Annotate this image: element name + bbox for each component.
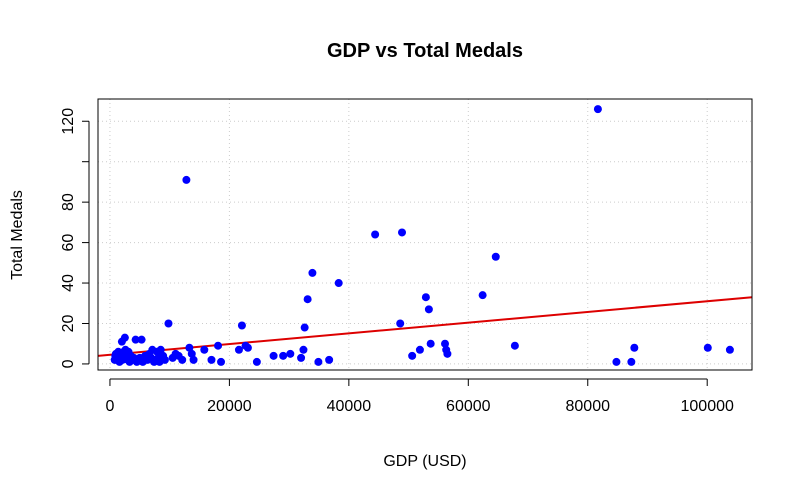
data-point [725,345,734,354]
data-point [303,295,312,304]
y-tick-label: 60 [60,234,77,252]
data-point [137,335,146,344]
data-point [189,355,198,364]
y-tick-label: 20 [60,314,77,332]
data-point [424,305,433,314]
data-point [131,335,140,344]
data-point [415,345,424,354]
data-point [297,353,306,362]
data-point [443,349,452,358]
data-point [325,355,334,364]
data-point [593,105,602,114]
data-point [478,291,487,300]
data-point [286,349,295,358]
data-point [252,357,261,366]
data-point [160,355,169,364]
x-tick-label: 100000 [681,398,734,415]
data-point [630,343,639,352]
data-point [441,339,450,348]
data-point [334,279,343,288]
x-axis: 0 20000 40000 60000 80000 100000 [105,378,734,415]
data-point [299,345,308,354]
data-point [612,357,621,366]
data-point [200,345,209,354]
chart-title: GDP vs Total Medals [327,40,523,62]
data-point [627,357,636,366]
x-tick-label: 20000 [207,398,252,415]
data-point [269,351,278,360]
data-point [178,355,187,364]
data-point [308,268,317,277]
data-point [243,343,252,352]
data-point [217,357,226,366]
data-point [510,341,519,350]
data-point [156,345,165,354]
data-point [185,343,194,352]
grid-lines [98,99,752,370]
x-tick-label: 80000 [566,398,611,415]
data-point [187,349,196,358]
y-tick-label: 40 [60,274,77,292]
data-point [371,230,380,239]
data-point [426,339,435,348]
data-point [396,319,405,328]
data-point [408,351,417,360]
data-point [207,355,216,364]
x-axis-label: GDP (USD) [383,453,466,470]
y-axis-label: Total Medals [9,190,26,280]
x-tick-label: 60000 [446,398,491,415]
x-tick-label: 0 [105,398,114,415]
y-axis: 0 20 40 60 80 120 [60,108,90,368]
data-point [182,175,191,184]
data-point [703,343,712,352]
trend-line-layer [97,296,753,357]
y-tick-label: 80 [60,193,77,211]
data-point [300,323,309,332]
data-point [164,319,173,328]
y-tick-label: 0 [60,359,77,368]
regression-line [97,296,753,357]
data-point [234,345,243,354]
data-point [120,333,129,342]
data-point [279,351,288,360]
data-point [491,252,500,261]
y-tick-label: 120 [60,108,77,135]
data-point [214,341,223,350]
plot-frame [97,98,753,371]
data-point [398,228,407,237]
x-tick-label: 40000 [327,398,372,415]
data-points [110,105,734,366]
data-point [314,357,323,366]
data-point [421,293,430,302]
data-point [237,321,246,330]
